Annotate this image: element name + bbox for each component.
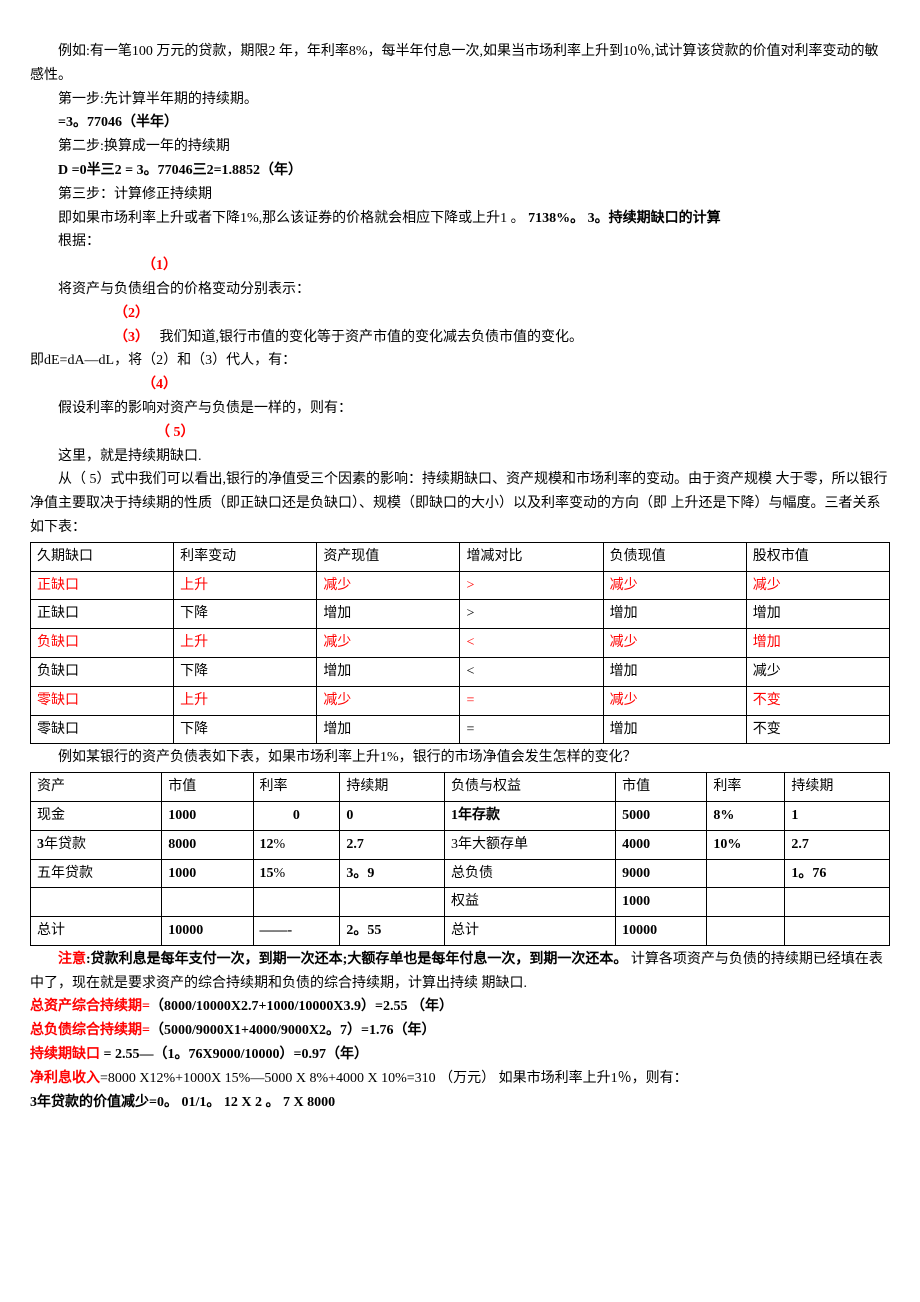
th: 利率变动 bbox=[174, 542, 317, 571]
para-step3-line: 即如果市场利率上升或者下降1%,那么该证券的价格就会相应下降或上升1 。 713… bbox=[30, 207, 890, 231]
para-step1-result: =3。77046（半年） bbox=[30, 111, 890, 135]
para-example-loan: 例如:有一笔100 万元的贷款，期限2 年，年利率8%，每半年付息一次,如果当市… bbox=[30, 40, 890, 88]
eq-label-1: （1） bbox=[30, 254, 890, 278]
balance-sheet-table: 资产市值利率持续期负债与权益市值利率持续期 现金1000001年存款50008%… bbox=[30, 772, 890, 946]
table-row: 零缺口下降增加=增加不变 bbox=[31, 715, 890, 744]
table-row: 现金1000001年存款50008%1 bbox=[31, 801, 890, 830]
eq-label-5: （ 5） bbox=[30, 421, 890, 445]
table-row: 正缺口上升减少>减少减少 bbox=[31, 571, 890, 600]
para-note: 注意:贷款利息是每年支付一次，到期一次还本;大额存单也是每年付息一次，到期一次还… bbox=[30, 948, 890, 996]
table-row: 负缺口下降增加<增加减少 bbox=[31, 657, 890, 686]
para-assume: 假设利率的影响对资产与负债是一样的，则有： bbox=[30, 397, 890, 421]
eq-line-3: （3） 我们知道,银行市值的变化等于资产市值的变化减去负债市值的变化。 bbox=[30, 326, 890, 350]
th: 久期缺口 bbox=[31, 542, 174, 571]
para-3y-loan-decrease: 3年贷款的价值减少=0。 01/1。 12 X 2 。 7 X 8000 bbox=[30, 1091, 890, 1115]
para-duration-gap: 持续期缺口 = 2.55—（1。76X9000/10000）=0.97（年） bbox=[30, 1043, 890, 1067]
para-step1: 第一步:先计算半年期的持续期。 bbox=[30, 88, 890, 112]
table-row: 3年贷款800012%2.73年大额存单400010%2.7 bbox=[31, 830, 890, 859]
para-basis: 根据： bbox=[30, 230, 890, 254]
para-total-asset-dur: 总资产综合持续期=（8000/10000X2.7+1000/10000X3.9）… bbox=[30, 995, 890, 1019]
para-step2: 第二步:换算成一年的持续期 bbox=[30, 135, 890, 159]
table-row: 权益1000 bbox=[31, 888, 890, 917]
table-row: 负缺口上升减少<减少增加 bbox=[31, 629, 890, 658]
para-total-liab-dur: 总负债综合持续期=（5000/9000X1+4000/9000X2。7）=1.7… bbox=[30, 1019, 890, 1043]
para-factors: 从（ 5）式中我们可以看出,银行的净值受三个因素的影响：持续期缺口、资产规模和市… bbox=[30, 468, 890, 539]
table-row: 五年贷款100015%3。9总负债90001。76 bbox=[31, 859, 890, 888]
para-asset-liab: 将资产与负债组合的价格变动分别表示： bbox=[30, 278, 890, 302]
table-header-row: 资产市值利率持续期负债与权益市值利率持续期 bbox=[31, 773, 890, 802]
th: 股权市值 bbox=[746, 542, 889, 571]
table-row: 零缺口上升减少=减少不变 bbox=[31, 686, 890, 715]
para-gap: 这里，就是持续期缺口. bbox=[30, 445, 890, 469]
th: 负债现值 bbox=[603, 542, 746, 571]
para-net-interest: 净利息收入=8000 X12%+1000X 15%—5000 X 8%+4000… bbox=[30, 1067, 890, 1091]
th: 资产现值 bbox=[317, 542, 460, 571]
eq-label-2: （2） bbox=[30, 302, 890, 326]
table-header-row: 久期缺口 利率变动 资产现值 增减对比 负债现值 股权市值 bbox=[31, 542, 890, 571]
th: 增减对比 bbox=[460, 542, 603, 571]
para-de: 即dE=dA—dL，将（2）和（3）代人，有： bbox=[30, 349, 890, 373]
para-step2-calc: D =0半三2 = 3。77046三2=1.8852（年） bbox=[30, 159, 890, 183]
table-row: 总计10000——-2。55总计10000 bbox=[31, 917, 890, 946]
duration-gap-table: 久期缺口 利率变动 资产现值 增减对比 负债现值 股权市值 正缺口上升减少>减少… bbox=[30, 542, 890, 745]
table-row: 正缺口下降增加>增加增加 bbox=[31, 600, 890, 629]
para-example-bank: 例如某银行的资产负债表如下表，如果市场利率上升1%，银行的市场净值会发生怎样的变… bbox=[30, 746, 890, 770]
para-step3: 第三步：计算修正持续期 bbox=[30, 183, 890, 207]
eq-label-4: （4） bbox=[30, 373, 890, 397]
